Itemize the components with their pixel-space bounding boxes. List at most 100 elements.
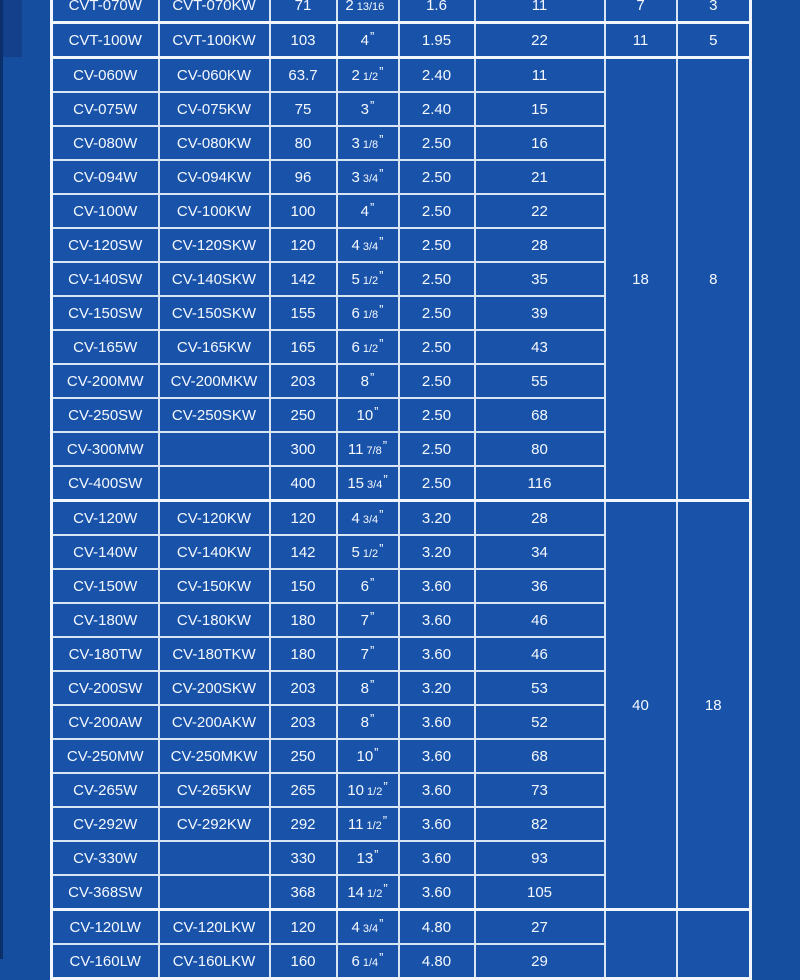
inch-mark: ”: [370, 199, 375, 215]
cell-output: 73: [473, 772, 606, 808]
size-main: 8: [360, 372, 369, 390]
cell-weight: 3.60: [397, 738, 476, 774]
size-fraction: 13/16: [356, 0, 385, 13]
product-spec-table: CVT-070W CVT-070KW 71 2 13/16” 1.6 11 7 3 CVT-100…: [50, 0, 752, 980]
cell-size: 10 1/2”: [335, 772, 400, 808]
size-fraction: 3/4: [362, 513, 379, 526]
cell-weight: 2.50: [397, 329, 476, 365]
size-main: 3: [351, 168, 360, 186]
inch-mark: ”: [379, 335, 384, 351]
inch-mark: ”: [370, 710, 375, 726]
inch-mark: ”: [370, 608, 375, 624]
size-main: 4: [351, 509, 360, 527]
cell-weight: 3.60: [397, 636, 476, 672]
cell-model-w: CV-250SW: [50, 397, 160, 433]
cell-output: 15: [473, 91, 606, 127]
cell-size: 5 1/2”: [335, 261, 400, 297]
cell-model-kw: CV-120SKW: [157, 227, 271, 263]
cell-model-w: CV-292W: [50, 806, 160, 842]
cell-size: 8”: [335, 704, 400, 740]
size-main: 4: [351, 236, 360, 254]
cell-model-w: CV-140W: [50, 534, 160, 570]
cell-capacity: 265: [268, 772, 338, 808]
cell-model-kw: CV-250SKW: [157, 397, 271, 433]
cell-model-w: CV-160LW: [50, 943, 160, 980]
cell-merged-b: 8: [675, 56, 752, 502]
size-fraction: 1/8: [362, 138, 379, 151]
cell-size: 6 1/2”: [335, 329, 400, 365]
cell-output: 28: [473, 499, 606, 536]
cell-capacity: 155: [268, 295, 338, 331]
table-row: CV-165W CV-165KW 165 6 1/2” 2.50 43: [50, 329, 751, 365]
cell-weight: 4.80: [397, 943, 476, 980]
cell-size: 4”: [335, 193, 400, 229]
cell-model-w: CV-100W: [50, 193, 160, 229]
cell-size: 4 3/4”: [335, 227, 400, 263]
cell-capacity: 120: [268, 227, 338, 263]
cell-model-w: CV-250MW: [50, 738, 160, 774]
size-fraction: 3/4: [367, 478, 383, 491]
cell-weight: 2.50: [397, 125, 476, 161]
cell-weight: 3.60: [397, 602, 476, 638]
size-fraction: 3/4: [362, 172, 379, 185]
cell-output: 16: [473, 125, 606, 161]
cell-model-w: CV-400SW: [50, 465, 160, 502]
cell-capacity: 63.7: [268, 56, 338, 93]
cell-weight: 2.50: [397, 227, 476, 263]
cell-model-kw: CV-292KW: [157, 806, 271, 842]
cell-model-w: CVT-100W: [50, 21, 160, 59]
cell-size: 15 3/4”: [335, 465, 400, 502]
table-row: CV-094W CV-094KW 96 3 3/4” 2.50 21: [50, 159, 751, 195]
cell-model-kw: CV-200SKW: [157, 670, 271, 706]
size-main: 4: [360, 202, 369, 220]
inch-mark: ”: [382, 437, 388, 453]
size-fraction: 3/4: [362, 240, 379, 253]
cell-output: 55: [473, 363, 606, 399]
inch-mark: ”: [379, 949, 384, 965]
table-row: CV-180W CV-180KW 180 7” 3.60 46: [50, 602, 751, 638]
size-main: 6: [351, 304, 360, 322]
cell-size: 2 13/16”: [335, 0, 400, 24]
inch-mark: ”: [383, 471, 388, 487]
table-row: CV-150SW CV-150SKW 155 6 1/8” 2.50 39: [50, 295, 751, 331]
size-fraction: 1/2: [367, 785, 383, 798]
cell-output: 105: [473, 874, 606, 911]
inch-mark: ”: [379, 301, 384, 317]
size-fraction: 3/4: [362, 922, 379, 935]
size-main: 7: [360, 611, 369, 629]
cell-model-kw: CV-160LKW: [157, 943, 271, 980]
table-row: CVT-100W CVT-100KW 103 4” 1.95 22 11 5: [50, 21, 752, 59]
table-row: CV-368SW 368 14 1/2” 3.60 105: [50, 874, 751, 911]
cell-capacity: 203: [268, 363, 338, 399]
cell-size: 3 3/4”: [335, 159, 400, 195]
cell-weight: 4.80: [397, 908, 476, 945]
cell-model-kw: CV-150KW: [157, 568, 271, 604]
cell-output: 27: [473, 908, 606, 945]
table-row: CV-400SW 400 15 3/4” 2.50 116: [50, 465, 751, 502]
cell-merged-a: 18: [603, 56, 678, 502]
table-row: CV-265W CV-265KW 265 10 1/2” 3.60 73: [50, 772, 751, 808]
cell-model-kw: CV-165KW: [157, 329, 271, 365]
inch-mark: ”: [374, 846, 379, 862]
cell-weight: 3.60: [397, 704, 476, 740]
inch-mark: ”: [370, 642, 375, 658]
cell-weight: 2.50: [397, 193, 476, 229]
cell-weight: 2.50: [397, 363, 476, 399]
cell-output: 52: [473, 704, 606, 740]
inch-mark: ”: [374, 744, 379, 760]
size-main: 13: [356, 849, 374, 867]
cell-merged-b: [675, 908, 752, 980]
cell-capacity: 300: [268, 431, 338, 467]
cell-model-w: CV-075W: [50, 91, 160, 127]
table-row: CVT-070W CVT-070KW 71 2 13/16” 1.6 11 7 3: [50, 0, 752, 24]
cell-model-kw: CVT-100KW: [157, 21, 271, 59]
cell-model-w: CV-080W: [50, 125, 160, 161]
cell-output: 36: [473, 568, 606, 604]
cell-merged-b: 18: [675, 499, 752, 911]
table-row: CV-180TW CV-180TKW 180 7” 3.60 46: [50, 636, 751, 672]
cell-size: 8”: [335, 363, 400, 399]
cell-size: 14 1/2”: [335, 874, 400, 911]
cell-weight: 3.60: [397, 806, 476, 842]
cell-weight: 2.50: [397, 465, 476, 502]
cell-weight: 1.95: [397, 21, 476, 59]
